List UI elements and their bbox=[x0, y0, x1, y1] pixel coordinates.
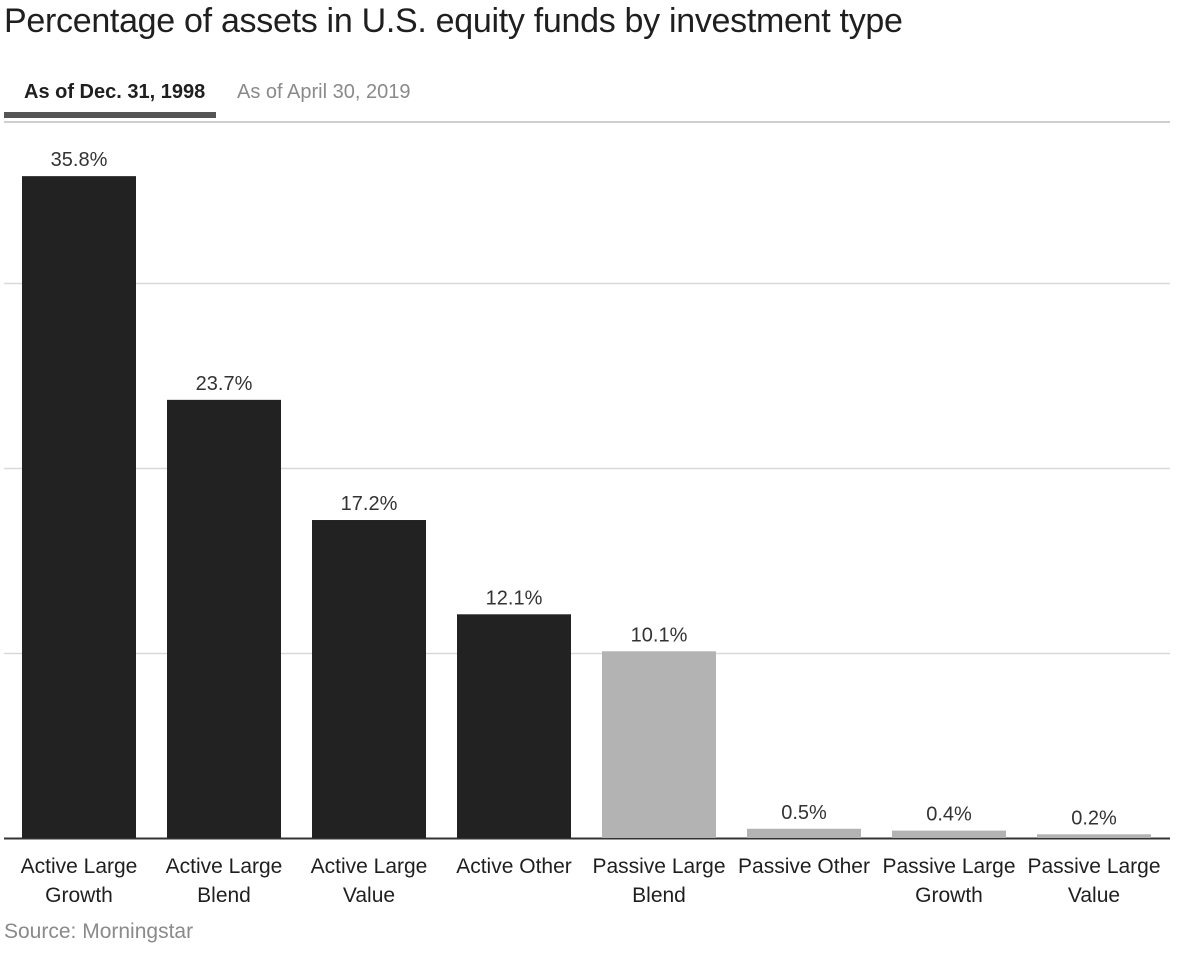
category-label: Active Large bbox=[21, 855, 138, 878]
source-note: Source: Morningstar bbox=[4, 920, 194, 943]
category-label: Passive Large bbox=[882, 855, 1015, 878]
bar bbox=[1037, 834, 1151, 838]
tab-dec-1998[interactable]: As of Dec. 31, 1998 bbox=[4, 72, 216, 118]
data-labels: 35.8% 23.7% 17.2% 12.1% 10.1% 0.5% 0.4% 0.2% bbox=[51, 149, 1117, 829]
chart-title: Percentage of assets in U.S. equity fund… bbox=[4, 2, 903, 40]
data-label: 0.4% bbox=[926, 804, 972, 826]
data-label: 35.8% bbox=[51, 149, 108, 171]
category-label: Blend bbox=[197, 884, 251, 907]
gridlines bbox=[4, 282, 1170, 840]
bar bbox=[167, 399, 281, 838]
data-label: 0.5% bbox=[781, 802, 827, 824]
category-label: Active Large bbox=[311, 855, 428, 878]
data-label: 12.1% bbox=[486, 587, 543, 609]
bar bbox=[457, 614, 571, 838]
category-label: Growth bbox=[45, 884, 113, 907]
data-label: 23.7% bbox=[196, 373, 253, 395]
category-label: Active Large bbox=[166, 855, 283, 878]
bar bbox=[22, 176, 136, 838]
bars bbox=[22, 176, 1151, 838]
bar bbox=[892, 830, 1006, 838]
category-label: Value bbox=[343, 884, 395, 907]
tabs-divider bbox=[4, 121, 1170, 123]
bar bbox=[602, 651, 716, 838]
data-label: 17.2% bbox=[341, 493, 398, 515]
tab-april-2019[interactable]: As of April 30, 2019 bbox=[237, 81, 411, 103]
data-label: 10.1% bbox=[631, 624, 688, 646]
category-label: Growth bbox=[915, 884, 983, 907]
category-label: Value bbox=[1068, 884, 1120, 907]
category-label: Passive Large bbox=[592, 855, 725, 878]
bar bbox=[747, 828, 861, 838]
date-tabs: As of Dec. 31, 1998 As of April 30, 2019 bbox=[4, 72, 1170, 123]
bar bbox=[312, 520, 426, 838]
data-label: 0.2% bbox=[1071, 807, 1117, 829]
category-label: Passive Large bbox=[1027, 855, 1160, 878]
category-label: Active Other bbox=[456, 855, 572, 878]
category-labels: Active Large Growth Active Large Blend Activ… bbox=[21, 855, 1161, 907]
category-label: Blend bbox=[632, 884, 686, 907]
category-label: Passive Other bbox=[738, 855, 870, 878]
